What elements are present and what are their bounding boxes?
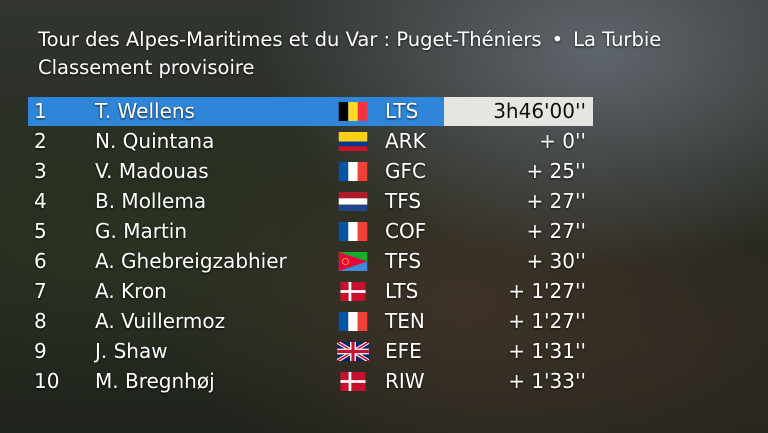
team-code: EFE xyxy=(385,339,422,363)
rank: 2 xyxy=(34,129,47,153)
team-code: LTS xyxy=(385,99,419,123)
time-gap: + 25'' xyxy=(526,159,586,183)
rank: 9 xyxy=(34,339,47,363)
team-code: TFS xyxy=(385,189,422,213)
rank: 4 xyxy=(34,189,47,213)
standings-subtitle: Classement provisoire xyxy=(38,56,255,79)
france-flag-icon xyxy=(337,222,369,241)
rider-name: A. Vuillermoz xyxy=(95,309,226,333)
time-gap: + 0'' xyxy=(539,129,586,153)
rider-name: N. Quintana xyxy=(95,129,215,153)
team-code: ARK xyxy=(385,129,426,153)
eritrea-flag-icon xyxy=(337,252,369,271)
standings-row: 5 G. Martin COF + 27'' xyxy=(28,216,598,246)
time-gap: + 1'31'' xyxy=(508,339,586,363)
race-header: Tour des Alpes-Maritimes et du Var : Pug… xyxy=(38,26,661,82)
rider-name: G. Martin xyxy=(95,219,188,243)
leader-highlight-bar xyxy=(28,97,444,126)
rank: 5 xyxy=(34,219,47,243)
time-gap: + 30'' xyxy=(526,249,586,273)
rider-name: A. Ghebreigzabhier xyxy=(95,249,287,273)
rider-name: A. Kron xyxy=(95,279,167,303)
france-flag-icon xyxy=(337,162,369,181)
leader-time: 3h46'00'' xyxy=(493,99,586,123)
title-separator: • xyxy=(551,28,564,51)
standings-row: 7 A. Kron LTS + 1'27'' xyxy=(28,276,598,306)
rider-name: B. Mollema xyxy=(95,189,207,213)
standings-table: 1 T. Wellens LTS 3h46'00'' 2 N. Quintana ARK + … xyxy=(28,96,598,396)
denmark-flag-icon xyxy=(337,372,369,391)
time-gap: + 27'' xyxy=(526,189,586,213)
team-code: COF xyxy=(385,219,427,243)
race-title-finish: La Turbie xyxy=(573,28,662,51)
rider-name: V. Madouas xyxy=(95,159,209,183)
belgium-flag-icon xyxy=(337,102,369,121)
time-gap: + 1'27'' xyxy=(508,279,586,303)
rider-name: J. Shaw xyxy=(95,339,168,363)
standings-row: 3 V. Madouas GFC + 25'' xyxy=(28,156,598,186)
standings-row: 9 J. Shaw EFE + 1'31'' xyxy=(28,336,598,366)
team-code: TFS xyxy=(385,249,422,273)
standings-row: 6 A. Ghebreigzabhier TFS + 30'' xyxy=(28,246,598,276)
rider-name: T. Wellens xyxy=(95,99,195,123)
uk-flag-icon xyxy=(337,342,369,361)
standings-row-leader: 1 T. Wellens LTS 3h46'00'' xyxy=(28,96,598,126)
time-gap: + 1'27'' xyxy=(508,309,586,333)
standings-row: 2 N. Quintana ARK + 0'' xyxy=(28,126,598,156)
france-flag-icon xyxy=(337,312,369,331)
rank: 6 xyxy=(34,249,47,273)
rank: 7 xyxy=(34,279,47,303)
standings-row: 10 M. Bregnhøj RIW + 1'33'' xyxy=(28,366,598,396)
denmark-flag-icon xyxy=(337,282,369,301)
team-code: LTS xyxy=(385,279,419,303)
team-code: GFC xyxy=(385,159,426,183)
rider-name: M. Bregnhøj xyxy=(95,369,215,393)
netherlands-flag-icon xyxy=(337,192,369,211)
leader-time-box xyxy=(444,97,593,126)
colombia-flag-icon xyxy=(337,132,369,151)
rank: 1 xyxy=(34,99,47,123)
time-gap: + 1'33'' xyxy=(508,369,586,393)
time-gap: + 27'' xyxy=(526,219,586,243)
rank: 8 xyxy=(34,309,47,333)
standings-row: 4 B. Mollema TFS + 27'' xyxy=(28,186,598,216)
race-title-stage: Tour des Alpes-Maritimes et du Var : Pug… xyxy=(38,28,542,51)
rank: 3 xyxy=(34,159,47,183)
race-title: Tour des Alpes-Maritimes et du Var : Pug… xyxy=(38,26,661,54)
rank: 10 xyxy=(34,369,60,393)
team-code: TEN xyxy=(385,309,425,333)
standings-row: 8 A. Vuillermoz TEN + 1'27'' xyxy=(28,306,598,336)
team-code: RIW xyxy=(385,369,425,393)
